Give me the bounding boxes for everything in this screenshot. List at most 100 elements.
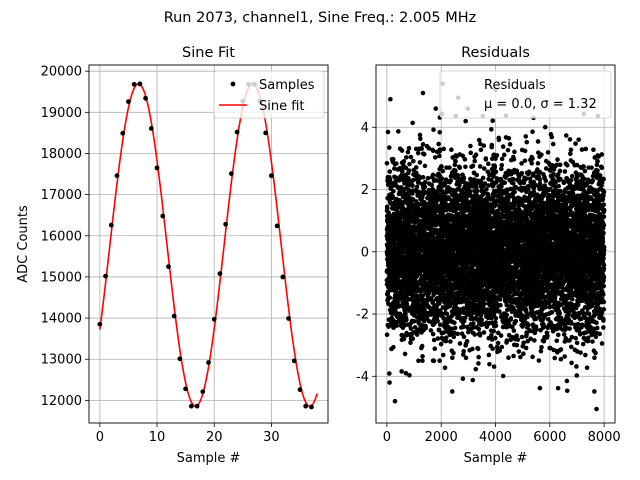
residual-point <box>420 142 426 147</box>
residual-point <box>470 377 476 383</box>
legend-samples-marker <box>230 81 236 87</box>
residual-point <box>449 389 455 394</box>
residual-point <box>431 358 437 364</box>
residual-point <box>452 162 458 168</box>
residual-point <box>498 333 504 338</box>
sample-point <box>280 274 286 280</box>
residual-point <box>415 150 421 156</box>
residual-point <box>420 358 425 364</box>
residual-point <box>430 172 436 178</box>
residual-point <box>422 307 427 313</box>
sine-fit-panel: 0 10 20 30120001300014000150001600017000180… <box>16 45 329 466</box>
residual-point <box>512 149 517 155</box>
y-tick-label: 13000 <box>41 353 82 368</box>
residual-point <box>402 351 408 357</box>
residual-point <box>468 150 474 156</box>
residual-point <box>473 366 479 372</box>
residual-point <box>443 177 449 182</box>
residual-point <box>489 333 494 338</box>
residual-point <box>391 189 396 194</box>
residual-point <box>508 316 514 321</box>
residual-point <box>471 321 476 326</box>
residual-point <box>392 307 398 313</box>
residual-point <box>408 154 414 160</box>
residual-point <box>506 136 512 141</box>
sample-point <box>143 95 149 101</box>
residual-point <box>420 293 425 299</box>
sample-point <box>303 403 309 409</box>
sample-point <box>234 129 240 135</box>
y-tick-label: 16000 <box>41 229 82 244</box>
x-tick-label: 20 <box>206 430 223 445</box>
residual-point <box>476 361 481 366</box>
residual-point <box>462 157 468 162</box>
residual-point <box>488 127 494 132</box>
residual-point <box>474 178 480 183</box>
residual-point <box>478 141 483 147</box>
residual-point <box>479 317 484 322</box>
residual-point <box>442 365 448 371</box>
residual-point <box>410 120 415 126</box>
residual-point <box>511 328 517 333</box>
residual-point <box>478 147 484 153</box>
sample-point <box>97 321 103 327</box>
residual-point <box>419 343 425 349</box>
residual-point <box>455 331 460 337</box>
residual-point <box>483 156 489 161</box>
residual-point <box>387 371 392 376</box>
residual-point <box>461 175 467 181</box>
residual-point <box>410 183 415 189</box>
residual-point <box>515 337 521 342</box>
residual-point <box>478 179 484 184</box>
residual-point <box>516 349 522 354</box>
residual-point <box>506 355 511 361</box>
residual-point <box>443 338 449 344</box>
sample-point <box>223 221 229 227</box>
residual-point <box>399 369 404 374</box>
residual-point <box>493 335 498 341</box>
residual-point <box>499 184 504 189</box>
residual-point <box>387 169 393 174</box>
residual-point <box>404 317 409 323</box>
residual-point <box>474 172 480 178</box>
residual-point <box>394 235 400 240</box>
residual-point <box>481 301 487 307</box>
residual-point <box>414 332 420 337</box>
residual-point <box>510 176 516 182</box>
sample-point <box>126 99 131 105</box>
residual-point <box>451 350 456 356</box>
sample-point <box>228 171 234 177</box>
residual-point <box>391 344 396 350</box>
residual-point <box>407 372 412 378</box>
y-tick-label: 15000 <box>41 270 82 285</box>
sample-point <box>263 130 269 136</box>
residual-point <box>472 158 478 164</box>
residual-point <box>514 342 520 348</box>
residual-point <box>477 333 483 338</box>
sample-point <box>103 273 108 279</box>
residual-point <box>438 341 444 347</box>
sample-point <box>148 125 154 131</box>
residual-point <box>409 201 415 206</box>
residual-point <box>436 141 441 147</box>
residual-point <box>452 320 457 326</box>
residual-point <box>484 187 489 192</box>
residual-point <box>406 168 412 173</box>
residual-point <box>455 306 461 312</box>
residual-point <box>406 145 412 151</box>
residual-point <box>416 358 421 364</box>
residual-point <box>498 302 503 308</box>
residual-point <box>486 161 491 167</box>
residual-point <box>430 299 436 304</box>
residual-point <box>505 147 511 153</box>
residual-point <box>474 193 480 198</box>
residual-point <box>436 327 442 333</box>
residual-point <box>512 189 517 195</box>
residual-point <box>417 160 423 165</box>
residual-point <box>457 165 463 171</box>
residual-point <box>401 336 407 342</box>
residual-point <box>476 326 482 332</box>
y-tick-label: 17000 <box>41 188 82 203</box>
